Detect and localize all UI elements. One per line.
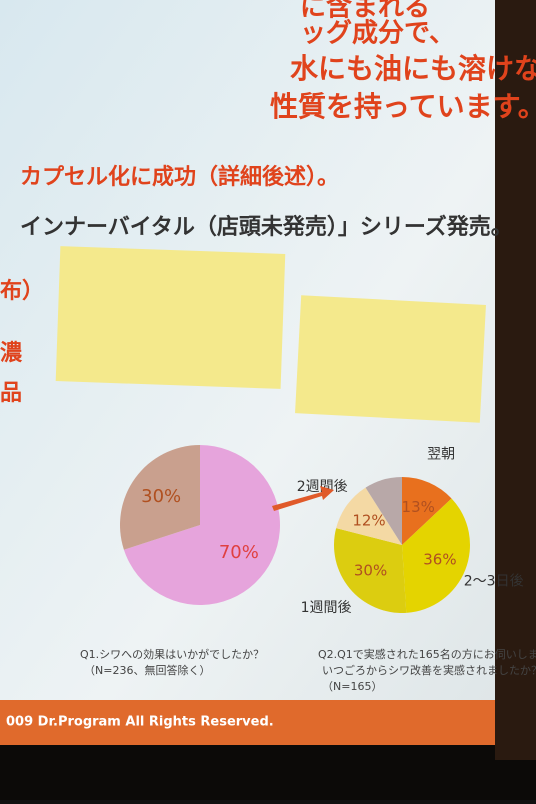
value-label: 30% <box>354 562 387 580</box>
callout-box <box>295 295 486 423</box>
value-label: 70% <box>219 542 259 563</box>
pie-slice <box>402 498 471 613</box>
slide-text: ッグ成分で、 <box>300 19 455 49</box>
category-label: 1週間後 <box>301 600 352 616</box>
value-label: 36% <box>423 551 456 569</box>
category-label: 翌朝 <box>427 447 455 463</box>
caption: （N=236、無回答除く） <box>84 663 210 677</box>
caption: Q2.Q1で実感された165名の方にお伺いします。 <box>318 647 536 661</box>
slide-text: 性質を持っています。 <box>270 90 536 123</box>
value-label: 13% <box>402 498 435 516</box>
footer: 009 Dr.Program All Rights Reserved. <box>6 715 274 730</box>
caption: Q1.シワへの効果はいかがでしたか？ <box>80 647 264 661</box>
slide-text: 水にも油にも溶けない <box>290 52 536 85</box>
caption: いつごろからシワ改善を実感されましたか？ <box>322 663 536 677</box>
pie-slice <box>120 445 200 550</box>
value-label: 12% <box>352 512 385 530</box>
slide-text: カプセル化に成功（詳細後述）。 <box>20 164 339 190</box>
pie-slice <box>365 477 402 545</box>
wall <box>495 0 536 760</box>
slide-text: 濃 <box>0 341 23 366</box>
arrow <box>272 486 334 511</box>
pie-slice <box>402 477 452 545</box>
pie-slice <box>336 487 402 545</box>
pie-slice <box>334 528 407 614</box>
footer-bar <box>0 700 495 745</box>
callout-box <box>55 246 286 389</box>
value-label: 30% <box>141 486 181 507</box>
caption: （N=165） <box>322 680 382 693</box>
category-label: 2〜3日後 <box>464 573 524 589</box>
slide-text: 布） <box>0 278 44 304</box>
pie-slice <box>123 445 280 605</box>
slide-text: 品 <box>0 381 22 406</box>
slide-text: に含まれる <box>300 0 430 23</box>
slide-text: インナーバイタル（店頭未発売）」シリーズ発売。 <box>20 214 513 240</box>
